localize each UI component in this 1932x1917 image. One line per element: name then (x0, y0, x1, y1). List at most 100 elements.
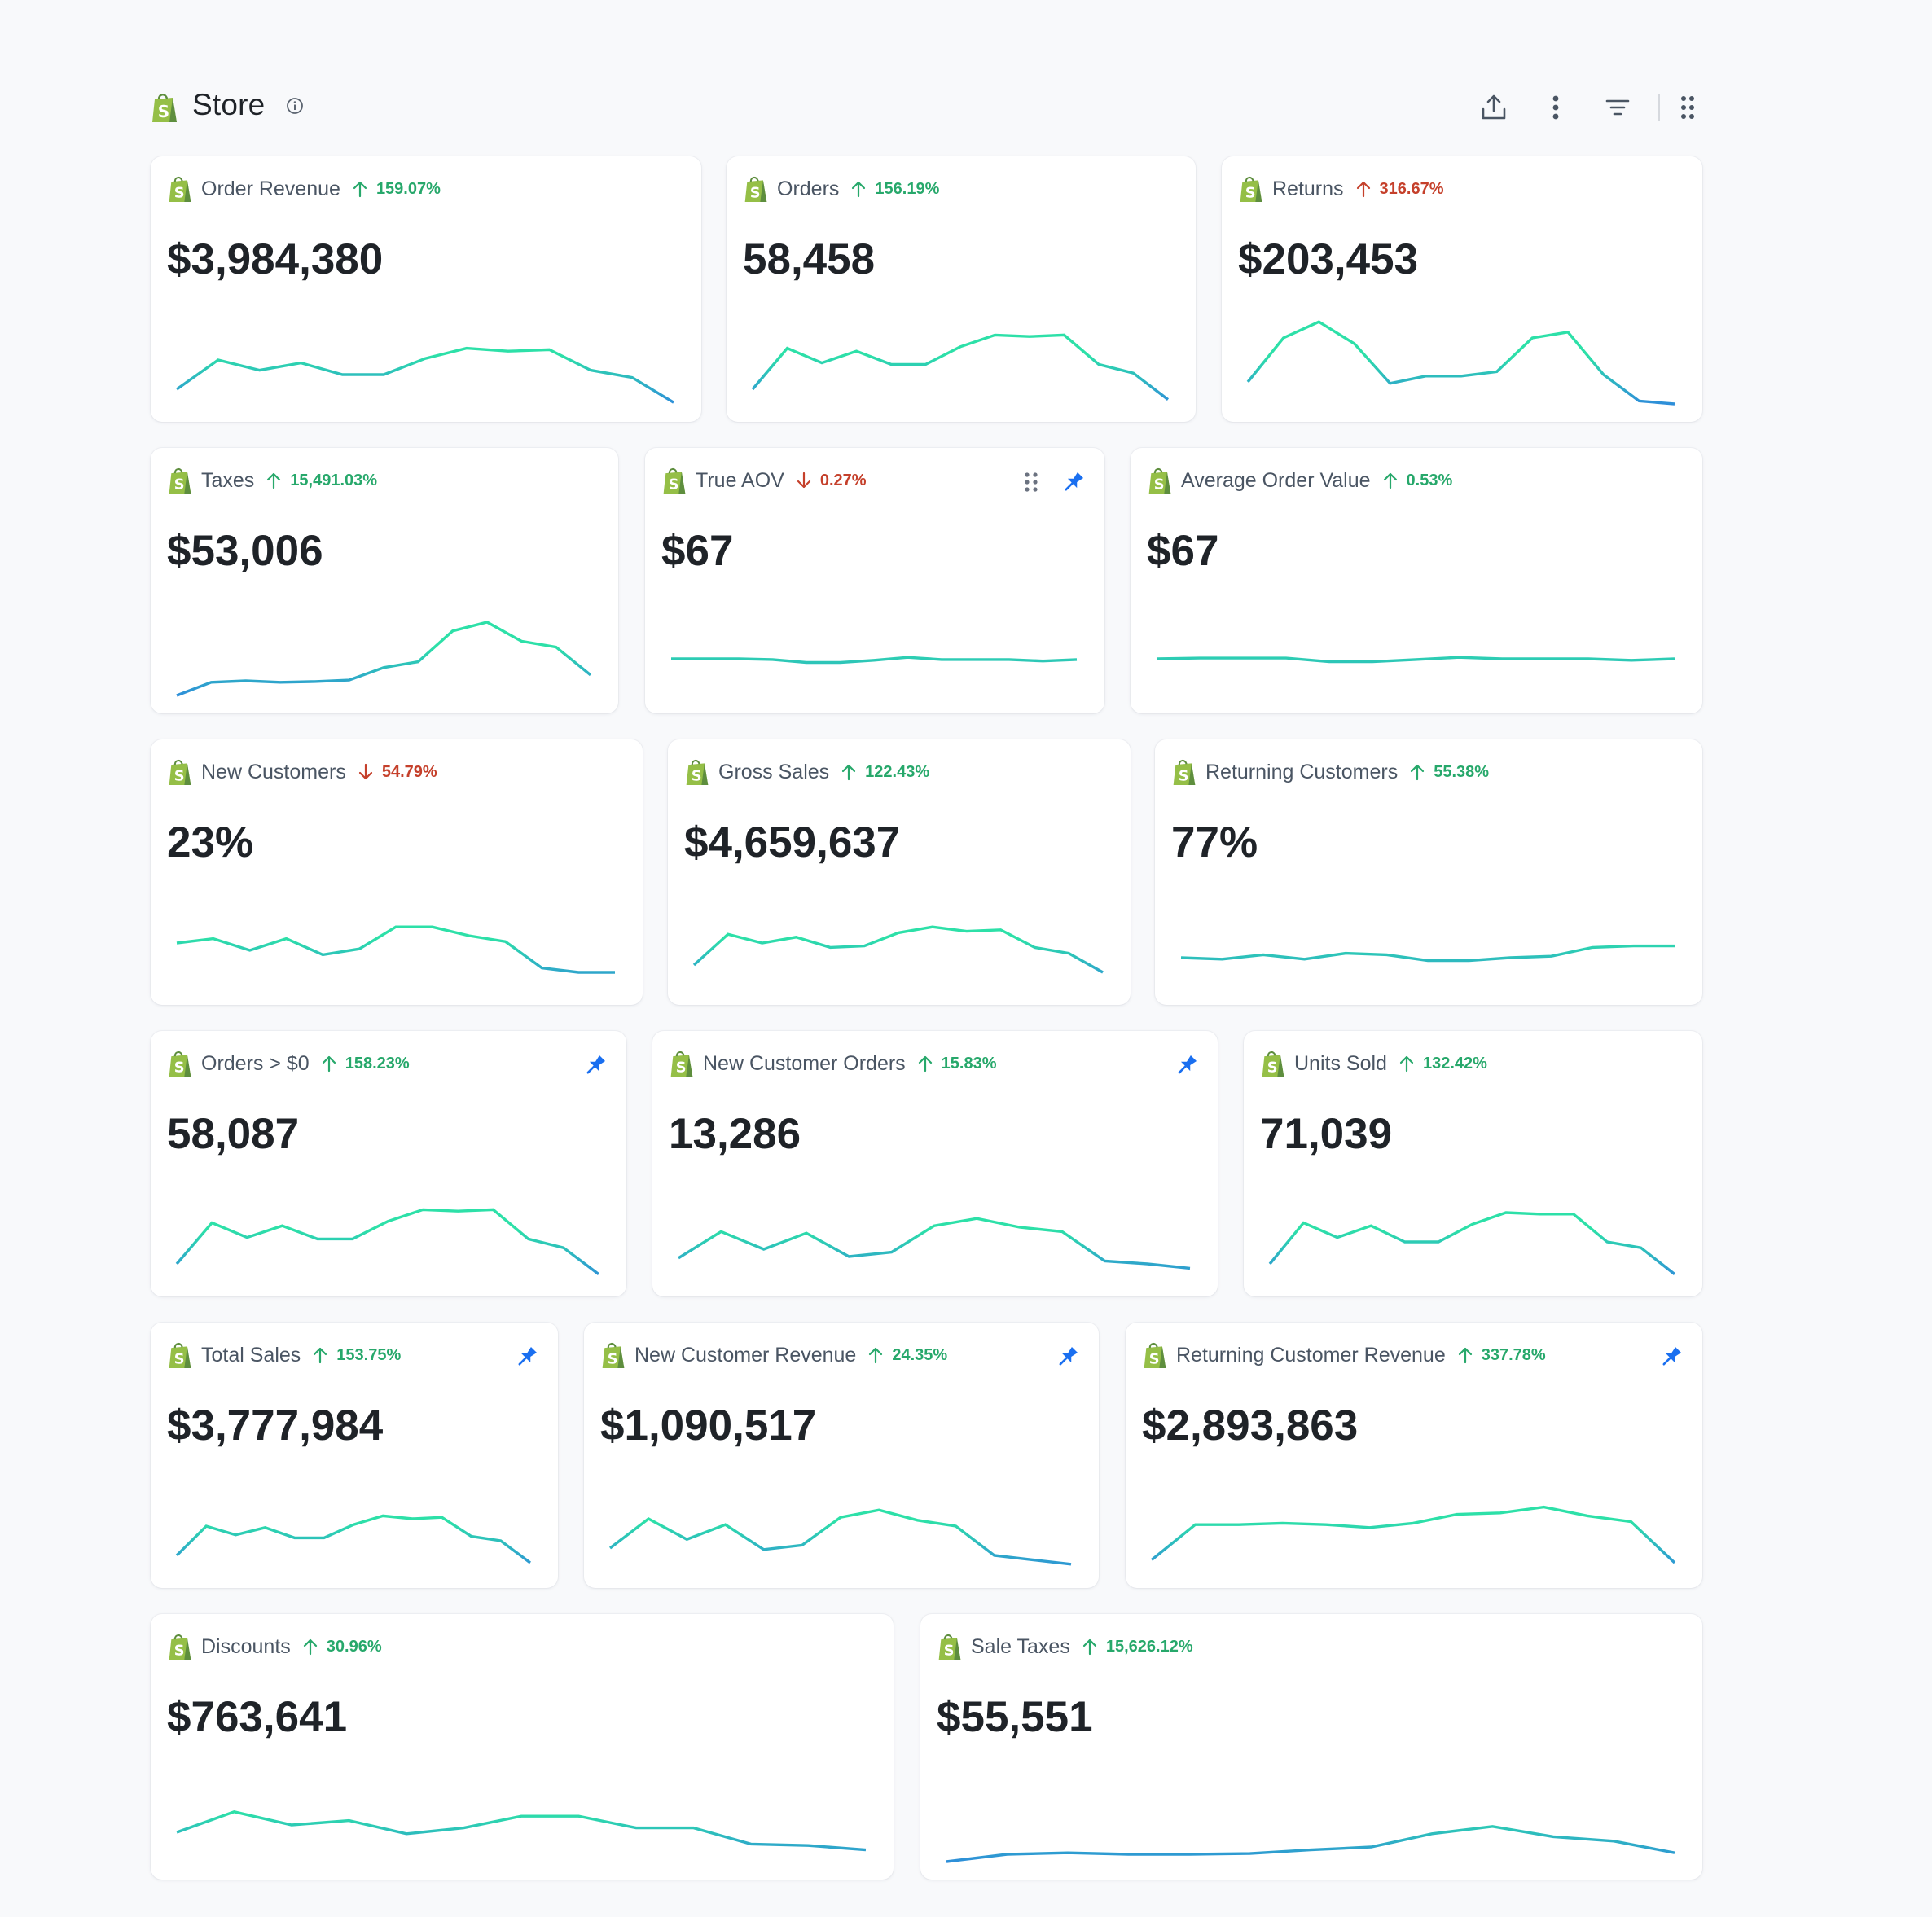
metric-value: $3,777,984 (167, 1402, 384, 1450)
more-options-button[interactable] (1538, 90, 1574, 125)
arrow-down-icon (797, 472, 810, 489)
shopify-logo-icon: S (686, 759, 709, 785)
metric-value: 71,039 (1260, 1110, 1393, 1158)
svg-text:S: S (174, 1352, 185, 1368)
sparkline-chart (1180, 944, 1675, 963)
arrow-up-icon (1082, 1638, 1096, 1656)
metric-label: Orders (777, 177, 840, 200)
metric-change: 30.96% (326, 1637, 382, 1656)
svg-text:S: S (944, 1643, 955, 1660)
sparkline-series (1180, 944, 1675, 963)
pin-icon[interactable] (582, 1052, 608, 1078)
info-icon[interactable] (285, 96, 305, 116)
svg-text:S: S (750, 186, 761, 202)
metric-card-header: S Returning Customers 55.38% (1171, 756, 1489, 788)
filter-icon (1605, 99, 1630, 116)
shopify-logo-icon: S (938, 1634, 961, 1660)
sparkline-chart (608, 1508, 1072, 1566)
metric-change: 15,491.03% (290, 471, 378, 489)
export-button[interactable] (1476, 90, 1512, 125)
metric-card[interactable]: S Order Revenue 159.07% $3,984,380 (151, 156, 701, 422)
svg-text:S: S (1149, 1352, 1160, 1368)
sparkline-series (678, 1217, 1191, 1270)
metric-label: Gross Sales (718, 760, 830, 783)
arrow-up-icon (353, 181, 367, 198)
arrow-up-icon (267, 472, 281, 489)
shopify-logo-icon: S (1144, 1342, 1166, 1368)
metric-card[interactable]: S Units Sold 132.42% 71,039 (1244, 1031, 1702, 1296)
drag-handle-icon[interactable] (1018, 469, 1044, 495)
metric-label: Units Sold (1294, 1051, 1387, 1075)
svg-text:S: S (669, 477, 679, 494)
metric-value: $67 (1147, 527, 1219, 575)
metric-card-header: S Discounts 30.96% (167, 1630, 382, 1663)
shopify-logo-icon: S (169, 176, 191, 202)
metric-card[interactable]: S Sale Taxes 15,626.12% $55,551 (920, 1614, 1702, 1880)
svg-text:S: S (1245, 186, 1256, 202)
metric-change: 159.07% (375, 179, 441, 198)
metric-label: Returning Customers (1205, 760, 1399, 783)
sparkline-chart (175, 1514, 532, 1564)
sparkline-series (1150, 1505, 1676, 1564)
arrow-up-icon (314, 1347, 327, 1364)
svg-text:S: S (676, 1060, 687, 1077)
metric-label: Total Sales (201, 1343, 301, 1366)
pin-icon[interactable] (1055, 1344, 1081, 1370)
sparkline-series (1246, 320, 1675, 406)
metric-change: 122.43% (865, 762, 930, 781)
sparkline-chart (671, 656, 1078, 665)
metric-value: 58,458 (743, 235, 876, 283)
metric-value: $55,551 (937, 1693, 1093, 1741)
arrow-up-icon (852, 181, 866, 198)
sparkline-chart (692, 925, 1104, 974)
metric-value: 23% (167, 818, 254, 866)
sparkline-series (176, 1810, 867, 1852)
pin-icon[interactable] (1658, 1344, 1684, 1370)
metric-card[interactable]: S Returning Customer Revenue 337.78% $2,893… (1126, 1323, 1702, 1588)
pin-icon[interactable] (514, 1344, 540, 1370)
toolbar-divider (1658, 94, 1660, 121)
metric-card[interactable]: S New Customers 54.79% 23% (151, 739, 643, 1005)
shopify-logo-icon: S (670, 1051, 693, 1077)
metric-card[interactable]: S Gross Sales 122.43% $4,659,637 (668, 739, 1131, 1005)
metric-card[interactable]: S Returning Customers 55.38% 77% (1155, 739, 1702, 1005)
metric-card[interactable]: S True AOV 0.27% $67 (645, 448, 1104, 713)
metric-card[interactable]: S New Customer Orders 15.83% 13,286 (652, 1031, 1218, 1296)
metric-label: Order Revenue (201, 177, 340, 200)
grid-icon (1681, 96, 1694, 119)
metric-change: 0.53% (1406, 471, 1453, 489)
metric-card[interactable]: S Returns 316.67% $203,453 (1222, 156, 1702, 422)
svg-text:S: S (1179, 769, 1189, 785)
pin-icon[interactable] (1174, 1052, 1200, 1078)
sparkline-chart (176, 346, 674, 404)
arrow-up-icon (918, 1055, 932, 1073)
metric-value: 58,087 (167, 1110, 300, 1158)
metric-card[interactable]: S Average Order Value 0.53% $67 (1131, 448, 1702, 713)
metric-card[interactable]: S Orders 156.19% 58,458 (727, 156, 1196, 422)
shopify-logo-icon: S (169, 467, 191, 494)
metric-card[interactable]: S Discounts 30.96% $763,641 (151, 1614, 894, 1880)
metric-card[interactable]: S Taxes 15,491.03% $53,006 (151, 448, 618, 713)
layout-grid-button[interactable] (1670, 90, 1706, 125)
metric-value: 77% (1171, 818, 1258, 866)
metric-card[interactable]: S Orders > $0 158.23% 58,087 (151, 1031, 626, 1296)
sparkline-series (751, 333, 1170, 401)
metric-card-header: S Total Sales 153.75% (167, 1339, 401, 1371)
metric-card[interactable]: S New Customer Revenue 24.35% $1,090,517 (584, 1323, 1099, 1588)
arrow-up-icon (842, 764, 856, 781)
filter-button[interactable] (1600, 90, 1636, 125)
sparkline-series (175, 1208, 600, 1275)
metric-card[interactable]: S Total Sales 153.75% $3,777,984 (151, 1323, 558, 1588)
metric-value: $53,006 (167, 527, 323, 575)
metric-label: New Customers (201, 760, 346, 783)
sparkline-chart (1268, 1211, 1676, 1275)
sparkline-series (946, 1825, 1675, 1863)
metric-change: 15,626.12% (1105, 1637, 1193, 1656)
metric-change: 0.27% (819, 471, 867, 489)
svg-text:S: S (174, 186, 185, 202)
sparkline-series (692, 925, 1104, 974)
shopify-logo-icon: S (1240, 176, 1262, 202)
sparkline-series (176, 621, 592, 697)
pin-icon[interactable] (1060, 469, 1087, 495)
sparkline-series (176, 925, 615, 974)
